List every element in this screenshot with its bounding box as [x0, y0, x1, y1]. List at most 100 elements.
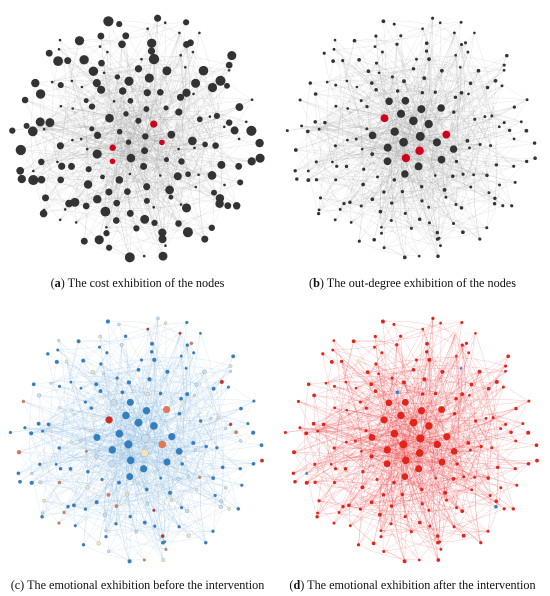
edge: [212, 487, 226, 532]
edge: [87, 415, 127, 472]
edge: [42, 379, 150, 432]
edge: [31, 402, 131, 483]
node: [473, 475, 477, 479]
edge: [48, 365, 231, 425]
node: [331, 348, 335, 352]
node: [321, 352, 325, 356]
edge: [381, 147, 470, 234]
edge: [87, 420, 201, 472]
edge: [420, 93, 469, 137]
node: [343, 467, 348, 471]
edge: [378, 373, 463, 395]
edge: [400, 318, 434, 416]
node: [401, 473, 409, 480]
edge: [441, 44, 463, 160]
edge: [81, 139, 163, 240]
edge: [59, 407, 214, 479]
edge: [50, 324, 120, 384]
edge: [126, 142, 137, 229]
edge: [400, 106, 515, 118]
edge: [75, 489, 197, 526]
edge: [104, 446, 207, 515]
edge: [383, 419, 517, 486]
edge: [350, 433, 395, 526]
edge: [346, 441, 443, 463]
edge: [375, 371, 480, 392]
edge: [411, 393, 437, 532]
edge: [33, 170, 189, 183]
edge: [391, 345, 463, 507]
edge: [437, 388, 489, 445]
edge: [319, 500, 340, 513]
node: [39, 209, 48, 218]
edge: [117, 76, 163, 233]
edge: [193, 417, 219, 444]
edge: [366, 97, 456, 109]
edge: [130, 446, 207, 461]
edge: [405, 333, 476, 517]
edge: [432, 142, 441, 246]
edge: [413, 70, 443, 121]
node: [474, 419, 478, 423]
edge: [181, 355, 222, 502]
edge: [18, 452, 69, 507]
edge: [40, 121, 239, 167]
node: [179, 505, 184, 510]
edge: [350, 394, 463, 526]
node: [443, 433, 451, 441]
node: [57, 82, 64, 89]
edge: [381, 352, 430, 527]
edge: [153, 116, 211, 208]
node: [373, 334, 377, 339]
node: [399, 137, 408, 147]
node: [125, 492, 130, 497]
edge: [403, 382, 517, 486]
edge: [96, 444, 129, 503]
edge: [349, 90, 398, 203]
edge: [327, 81, 421, 137]
edge: [72, 108, 165, 239]
edge: [87, 150, 145, 185]
edge: [130, 359, 144, 461]
edge: [179, 333, 214, 479]
edge: [144, 116, 211, 257]
edge: [468, 93, 515, 139]
node: [156, 316, 160, 321]
edge: [392, 76, 512, 206]
edge: [378, 373, 419, 469]
edge: [20, 51, 194, 151]
node: [442, 130, 451, 139]
node: [41, 194, 50, 202]
edge: [454, 32, 528, 100]
node: [21, 96, 29, 104]
edge: [70, 382, 165, 543]
edge: [384, 247, 405, 258]
edge: [48, 369, 139, 425]
edge: [454, 32, 515, 140]
edge: [375, 36, 441, 246]
node: [94, 235, 104, 245]
node: [445, 498, 448, 502]
node: [298, 426, 302, 430]
edge: [403, 142, 440, 239]
node: [246, 422, 250, 426]
node: [54, 359, 59, 364]
edge: [403, 444, 472, 490]
edge: [39, 464, 145, 523]
edge: [317, 379, 425, 432]
node: [184, 366, 188, 370]
edge: [126, 444, 137, 532]
edge: [383, 420, 476, 552]
edge: [26, 125, 42, 162]
edge: [387, 85, 503, 162]
node: [464, 341, 468, 345]
edge: [420, 420, 476, 439]
edge: [44, 50, 152, 130]
edge: [355, 378, 425, 389]
edge: [428, 116, 486, 208]
edge: [422, 28, 436, 93]
edge: [334, 446, 482, 483]
edge: [93, 71, 181, 98]
edge: [59, 386, 86, 403]
edge: [371, 351, 427, 503]
